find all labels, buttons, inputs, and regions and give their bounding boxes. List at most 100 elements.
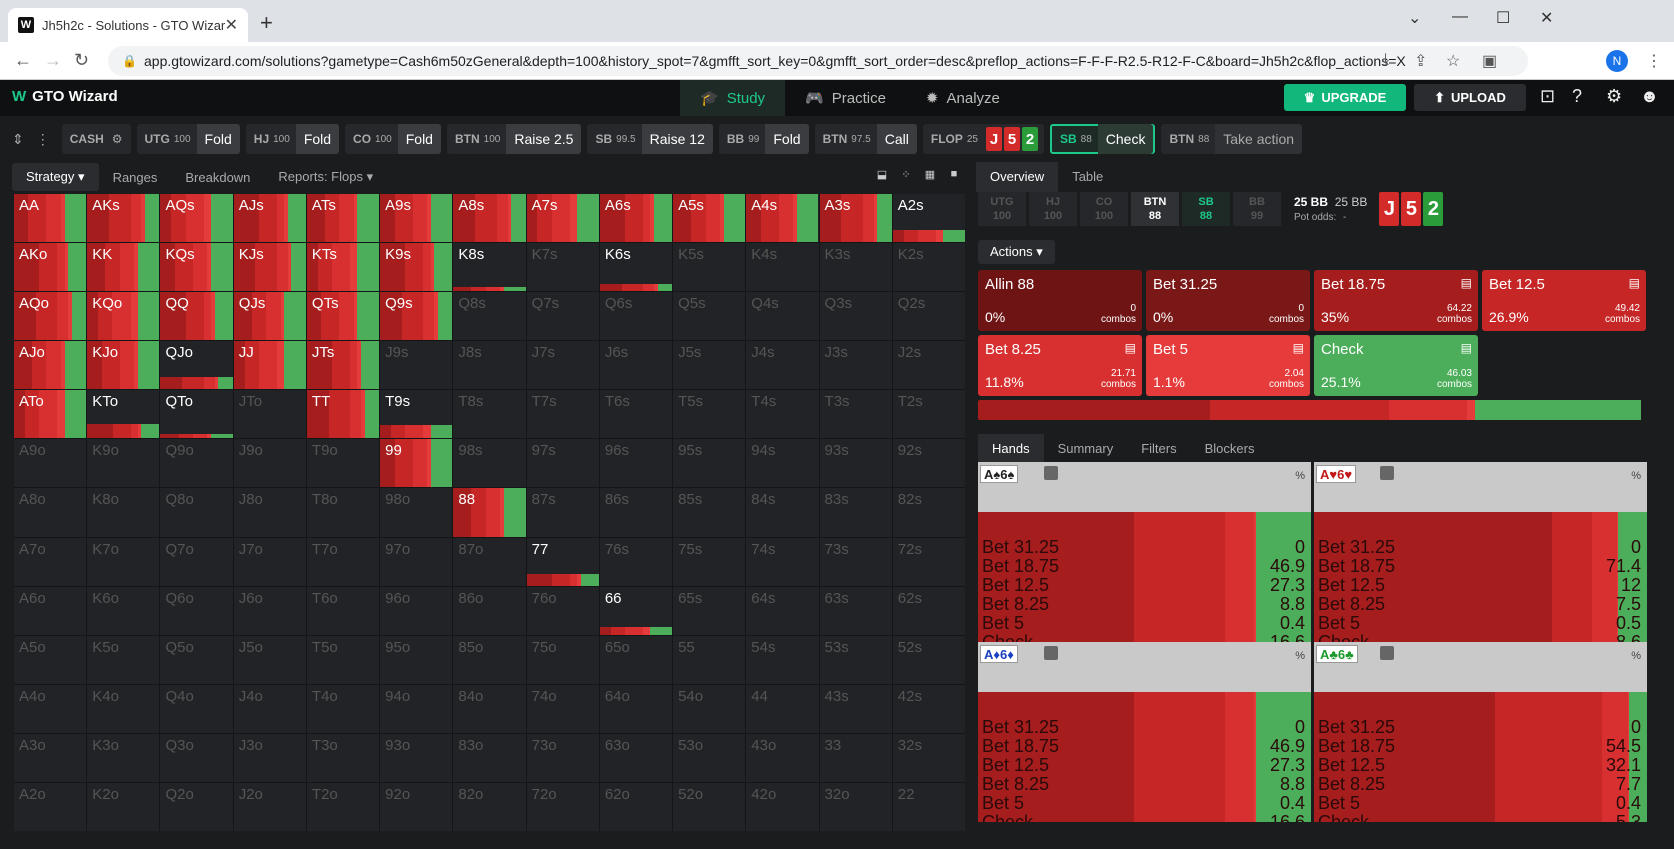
hand-cell[interactable]: Q4o: [160, 684, 233, 733]
hand-cell[interactable]: 65o: [599, 635, 673, 684]
percent-icon[interactable]: %: [1631, 470, 1641, 482]
view-full-icon[interactable]: ■: [950, 168, 958, 180]
hand-cell[interactable]: J5s: [673, 341, 746, 390]
hand-cell[interactable]: K7s: [526, 243, 599, 292]
hand-cell[interactable]: K2o: [87, 782, 160, 831]
hand-cell[interactable]: 43o: [746, 733, 819, 782]
hand-cell[interactable]: T6s: [599, 390, 673, 439]
notes-icon[interactable]: ▤: [1628, 276, 1640, 290]
hand-cell[interactable]: K6o: [87, 586, 160, 635]
hand-cell[interactable]: AJo: [14, 341, 87, 390]
hand-cell[interactable]: Q7o: [160, 537, 233, 586]
hand-cell[interactable]: 72s: [892, 537, 965, 586]
hand-cell[interactable]: 65s: [673, 586, 746, 635]
user-icon[interactable]: ☻: [1640, 86, 1659, 106]
percent-icon[interactable]: %: [1295, 650, 1305, 662]
hand-cell[interactable]: A4s: [746, 194, 819, 243]
browser-tab[interactable]: W Jh5h2c - Solutions - GTO Wizard ✕: [8, 8, 248, 42]
hand-cell[interactable]: KJo: [87, 341, 160, 390]
hand-cell[interactable]: A6o: [14, 586, 87, 635]
close-tab-icon[interactable]: ✕: [224, 17, 238, 34]
hand-cell[interactable]: 74o: [526, 684, 599, 733]
hand-cell[interactable]: 52o: [673, 782, 746, 831]
hand-cell[interactable]: 93s: [819, 439, 892, 488]
hand-cell[interactable]: Q2o: [160, 782, 233, 831]
view-split-icon[interactable]: ⬓: [876, 169, 888, 181]
hand-cell[interactable]: 75s: [673, 537, 746, 586]
hand-cell[interactable]: T5o: [306, 635, 380, 684]
hand-cell[interactable]: 63s: [819, 586, 892, 635]
bookmark-star-icon[interactable]: ☆: [1446, 53, 1461, 70]
hand-cell[interactable]: T8o: [306, 488, 380, 537]
hand-cell[interactable]: 93o: [380, 733, 453, 782]
logo[interactable]: W GTO Wizard: [12, 88, 118, 105]
player-spot[interactable]: HJ 100: [1029, 192, 1077, 226]
hand-cell[interactable]: K9o: [87, 439, 160, 488]
hand-cell[interactable]: 63o: [599, 733, 673, 782]
history-chip[interactable]: UTG 100 Fold: [136, 124, 240, 154]
hand-cell[interactable]: J3s: [819, 341, 892, 390]
percent-icon[interactable]: %: [1295, 470, 1305, 482]
hand-cell[interactable]: 94o: [380, 684, 453, 733]
player-spot[interactable]: SB 88: [1182, 192, 1230, 226]
hand-cell[interactable]: 32o: [819, 782, 892, 831]
collapse-icon[interactable]: ⇕: [12, 130, 24, 147]
mode-practice[interactable]: 🎮 Practice: [805, 89, 886, 108]
hand-cell[interactable]: 97o: [380, 537, 453, 586]
shield-icon[interactable]: [1044, 466, 1058, 480]
hand-cell[interactable]: ATo: [14, 390, 87, 439]
hand-cell[interactable]: K2s: [892, 243, 965, 292]
combo-card[interactable]: A♦6♦% Bet 31.25 0 Bet 18.75 46.9 Bet 12.5 27.3…: [978, 642, 1311, 822]
close-window-icon[interactable]: ✕: [1540, 10, 1554, 27]
hand-cell[interactable]: 92o: [380, 782, 453, 831]
history-chip[interactable]: BTN 97.5 Call: [814, 124, 917, 154]
hand-cell[interactable]: T8s: [453, 390, 526, 439]
more-icon[interactable]: ⋮: [35, 130, 50, 147]
hand-cell[interactable]: A5s: [673, 194, 746, 243]
action-box[interactable]: Bet 12.5 26.9% 49.42 combos ▤: [1482, 270, 1646, 331]
hand-cell[interactable]: J6o: [233, 586, 306, 635]
hand-cell[interactable]: TT: [306, 390, 380, 439]
hand-cell[interactable]: A8o: [14, 488, 87, 537]
history-chip[interactable]: BB 99 Fold: [718, 124, 809, 154]
hand-cell[interactable]: JTs: [306, 341, 380, 390]
hand-cell[interactable]: K6s: [599, 243, 673, 292]
maximize-icon[interactable]: ☐: [1496, 10, 1511, 27]
hand-cell[interactable]: Q9o: [160, 439, 233, 488]
hand-cell[interactable]: 44: [746, 684, 819, 733]
hand-cell[interactable]: 72o: [526, 782, 599, 831]
hand-cell[interactable]: KQo: [87, 292, 160, 341]
hand-cell[interactable]: 97s: [526, 439, 599, 488]
screenshot-icon[interactable]: ⊡: [1540, 86, 1556, 106]
hand-cell[interactable]: J6s: [599, 341, 673, 390]
hand-cell[interactable]: A7s: [526, 194, 599, 243]
tab-breakdown[interactable]: Breakdown: [185, 169, 251, 185]
mode-study[interactable]: 🎓 Study: [680, 80, 786, 116]
hand-cell[interactable]: 87o: [453, 537, 526, 586]
hand-cell[interactable]: Q4s: [746, 292, 819, 341]
hand-cell[interactable]: A2s: [892, 194, 965, 243]
action-box[interactable]: Allin 88 0% 0 combos: [978, 270, 1142, 331]
hand-cell[interactable]: 98o: [380, 488, 453, 537]
hand-cell[interactable]: K5o: [87, 635, 160, 684]
hand-cell[interactable]: KK: [87, 243, 160, 292]
player-spot[interactable]: BTN 88: [1131, 192, 1179, 226]
tab-reports-flops[interactable]: Reports: Flops ▾: [278, 169, 374, 184]
hand-cell[interactable]: 64s: [746, 586, 819, 635]
tab-strategy[interactable]: Strategy ▾: [12, 163, 99, 191]
hand-cell[interactable]: J7o: [233, 537, 306, 586]
hand-cell[interactable]: 43s: [819, 684, 892, 733]
history-chip[interactable]: BTN 100 Raise 2.5: [446, 124, 582, 154]
hand-cell[interactable]: AA: [14, 194, 87, 243]
next-action-chip[interactable]: BTN 88 Take action: [1161, 124, 1303, 154]
hand-cell[interactable]: 87s: [526, 488, 599, 537]
hand-cell[interactable]: QTs: [306, 292, 380, 341]
hand-cell[interactable]: 53s: [819, 635, 892, 684]
hand-cell[interactable]: A4o: [14, 684, 87, 733]
hand-cell[interactable]: QQ: [160, 292, 233, 341]
hand-cell[interactable]: T4s: [746, 390, 819, 439]
hand-cell[interactable]: QJs: [233, 292, 306, 341]
hand-cell[interactable]: Q5s: [673, 292, 746, 341]
hand-cell[interactable]: 84o: [453, 684, 526, 733]
